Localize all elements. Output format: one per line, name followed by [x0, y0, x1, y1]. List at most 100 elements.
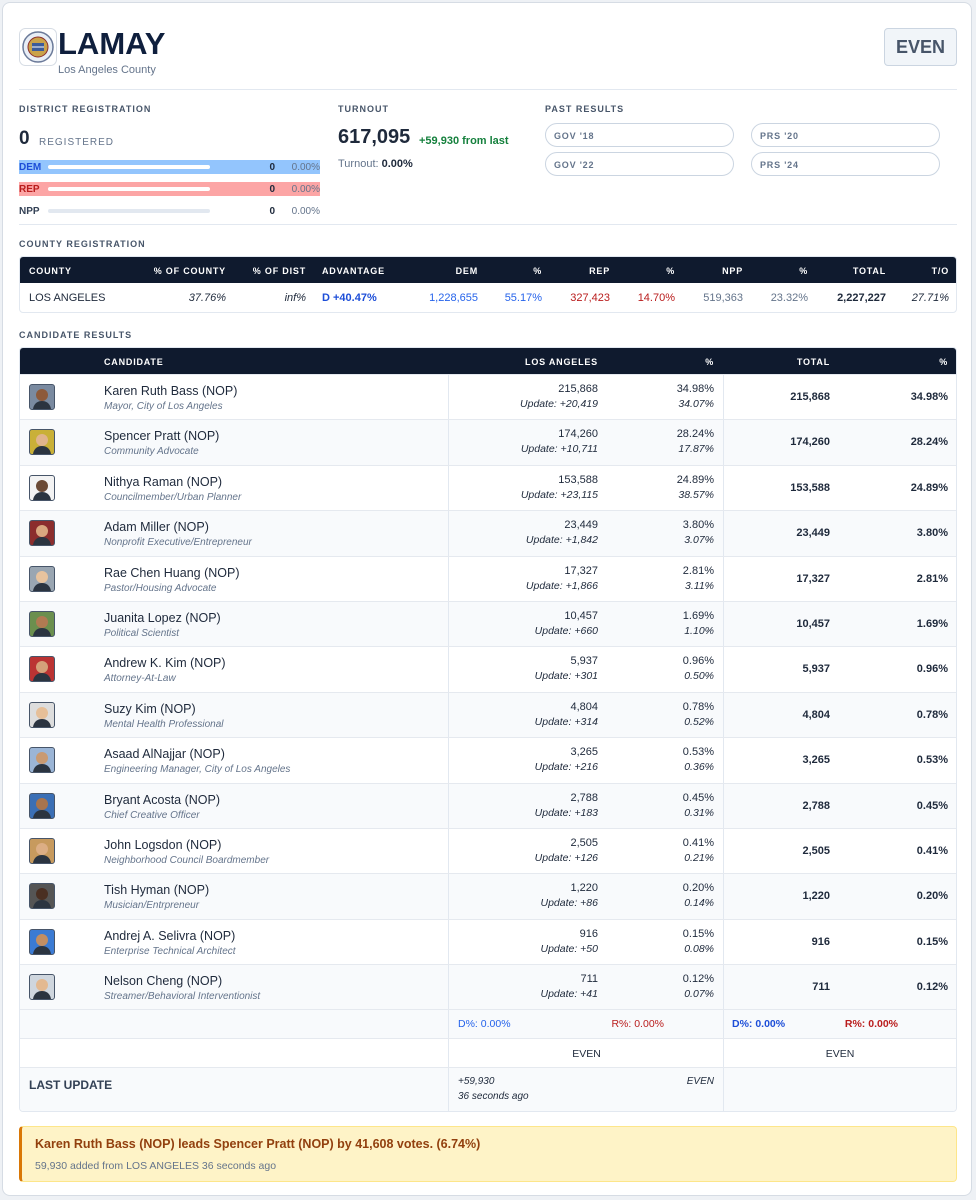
total-pct: 0.53% [916, 754, 948, 767]
county-dem-share: D%: 0.00% [458, 1018, 511, 1031]
alert-detail: 59,930 added from LOS ANGELES 36 seconds… [35, 1160, 277, 1172]
cell: 2,227,227 [837, 292, 886, 304]
candidate-occupation: Engineering Manager, City of Los Angeles [104, 764, 291, 776]
total-rep-share: R%: 0.00% [844, 1018, 898, 1031]
party-name: NPP [19, 206, 40, 217]
candidate-row: Tish Hyman (NOP) Musician/Entrpreneur 1,22… [20, 873, 956, 919]
county-votes: 711 [580, 973, 598, 986]
county-update: Update: +314 [534, 715, 598, 728]
party-track [48, 165, 210, 169]
total-votes: 916 [811, 935, 830, 948]
party-count: 0 [269, 162, 275, 173]
county-margin: EVEN [572, 1048, 601, 1061]
county-rep-share: R%: 0.00% [611, 1018, 664, 1031]
candidate-name: Rae Chen Huang (NOP) [104, 565, 240, 580]
column-header: % [705, 357, 714, 367]
past-result-button[interactable]: PRS '24 [751, 152, 940, 176]
avatar [33, 797, 51, 818]
county-pct: 0.15% [682, 927, 714, 940]
column-divider [448, 420, 449, 465]
candidate-name: Juanita Lopez (NOP) [104, 610, 221, 625]
candidate-name: Andrew K. Kim (NOP) [104, 656, 226, 671]
candidate-occupation: Streamer/Behavioral Interventionist [104, 991, 261, 1003]
past-result-button[interactable]: PRS '20 [751, 123, 940, 147]
past-result-button[interactable]: GOV '22 [545, 152, 734, 176]
candidate-name: Spencer Pratt (NOP) [104, 429, 220, 444]
candidate-name: Asaad AlNajjar (NOP) [104, 747, 225, 762]
column-header: CANDIDATE [104, 357, 164, 367]
total-votes: 4,804 [802, 708, 830, 721]
county-votes: 2,505 [570, 836, 598, 849]
county-update: Update: +1,866 [525, 579, 598, 592]
cell: 23.32% [770, 292, 808, 304]
county-votes: 5,937 [570, 655, 598, 668]
candidate-photo [29, 429, 55, 456]
candidate-occupation: Mayor, City of Los Angeles [104, 401, 223, 412]
county-pct: 0.96% [682, 655, 714, 668]
cell: D +40.47% [322, 292, 377, 304]
last-update-row: LAST UPDATE +59,930 36 seconds ago EVEN [20, 1067, 956, 1112]
candidate-occupation: Chief Creative Officer [104, 809, 200, 821]
avatar [33, 888, 51, 909]
turnout-rate-label: Turnout: [338, 158, 379, 170]
turnout-rate-line: Turnout: 0.00% [338, 158, 413, 170]
total-dem-share: D%: 0.00% [732, 1018, 786, 1031]
cell: 55.17% [504, 292, 542, 304]
candidate-photo [29, 792, 55, 819]
county-update: Update: +23,115 [520, 488, 598, 501]
column-header: TOTAL [796, 357, 830, 367]
update-pct: 17.87% [678, 443, 714, 456]
total-votes: 174,260 [790, 436, 830, 449]
county-update: Update: +660 [534, 624, 598, 637]
candidate-row: Rae Chen Huang (NOP) Pastor/Housing Advoc… [20, 555, 956, 601]
column-header: T/O [931, 266, 949, 276]
column-divider [448, 647, 449, 692]
county-pct: 0.12% [682, 973, 714, 986]
cell: 1,228,655 [429, 292, 478, 304]
column-divider [723, 1068, 724, 1112]
table-row: LOS ANGELES 37.76% inf% D +40.47% 1,228,655 5… [20, 283, 956, 312]
candidate-table: CANDIDATE LOS ANGELES% TOTAL% Karen Ruth Ba… [19, 347, 957, 1113]
avatar [33, 933, 51, 954]
column-header: LOS ANGELES [525, 357, 598, 367]
avatar [33, 479, 51, 500]
section-label: COUNTY REGISTRATION [19, 239, 146, 249]
total-pct: 0.15% [916, 935, 948, 948]
divider [19, 224, 957, 225]
county-update: Update: +86 [540, 897, 598, 910]
total-pct: 28.24% [910, 436, 948, 449]
candidate-name: Nelson Cheng (NOP) [104, 974, 223, 989]
candidate-row: Nithya Raman (NOP) Councilmember/Urban Pl… [20, 464, 956, 511]
column-divider [448, 919, 449, 965]
column-divider [448, 465, 449, 511]
county-pct: 0.78% [682, 700, 714, 713]
column-header: % OF DIST [252, 266, 306, 276]
candidate-photo [29, 656, 55, 683]
update-pct: 38.57% [678, 488, 714, 501]
total-votes: 2,788 [802, 799, 830, 812]
past-result-button[interactable]: GOV '18 [545, 123, 734, 147]
update-pct: 34.07% [678, 398, 714, 410]
candidate-photo [29, 474, 55, 501]
candidate-row: Suzy Kim (NOP) Mental Health Professional… [20, 691, 956, 738]
total-pct: 2.81% [916, 572, 948, 585]
total-margin: EVEN [825, 1048, 855, 1061]
section-label: PAST RESULTS [545, 104, 625, 114]
party-count: 0 [269, 206, 275, 217]
county-votes: 2,788 [570, 791, 598, 804]
column-divider [723, 738, 724, 783]
avatar [33, 706, 51, 727]
last-update-label: LAST UPDATE [29, 1078, 113, 1093]
last-update-margin: EVEN [686, 1076, 714, 1088]
registered-count: 0 [19, 128, 30, 149]
column-divider [448, 1039, 449, 1068]
column-header: % [666, 266, 675, 276]
total-votes: 215,868 [790, 391, 830, 403]
candidate-name: Tish Hyman (NOP) [104, 883, 210, 898]
cell: 327,423 [570, 292, 610, 304]
candidate-row: Juanita Lopez (NOP) Political Scientist 10… [20, 600, 956, 647]
candidate-name: John Logsdon (NOP) [104, 837, 222, 852]
cell: 27.71% [911, 292, 949, 304]
avatar [33, 661, 51, 682]
candidate-row: Adam Miller (NOP) Nonprofit Executive/Ent… [20, 510, 956, 556]
